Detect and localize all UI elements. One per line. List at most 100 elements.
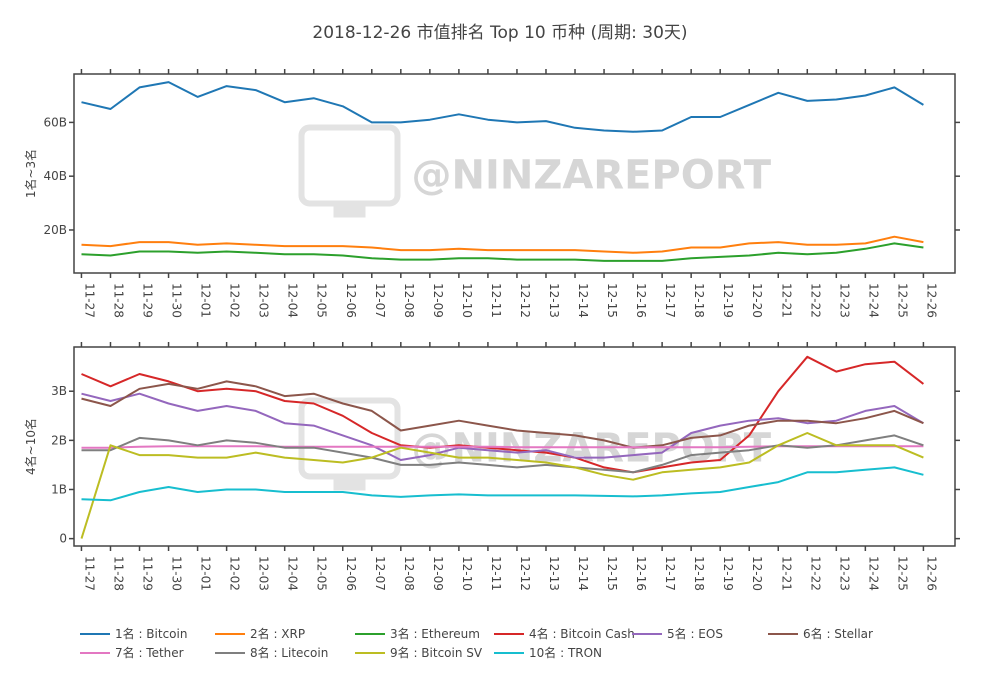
x-tick-label: 12-03 [257,283,271,318]
x-tick-label: 12-01 [199,556,213,591]
legend-label: 4名 : Bitcoin Cash [529,626,635,641]
x-tick-label: 12-07 [373,556,387,591]
x-tick-label: 12-10 [460,283,474,318]
x-tick-label: 11-29 [141,283,155,318]
x-tick-label: 11-30 [170,283,184,318]
x-tick-label: 12-26 [924,283,938,318]
legend-item-litecoin: 8名 : Litecoin [215,645,328,660]
x-tick-label: 12-14 [576,283,590,318]
x-tick-label: 12-02 [228,556,242,591]
x-tick-label: 12-17 [663,283,677,318]
y-axis-label: 1名~3名 [23,149,38,198]
series-line-eos [81,392,924,461]
x-tick-label: 12-09 [431,556,445,591]
x-tick-label: 12-09 [431,283,445,318]
legend-label: 1名 : Bitcoin [115,626,187,641]
legend-label: 7名 : Tether [115,645,184,660]
x-tick-label: 12-22 [808,556,822,591]
legend-item-tether: 7名 : Tether [80,645,184,660]
watermark-monitor-icon [298,124,401,207]
x-tick-label: 12-25 [895,556,909,591]
series-line-stellar [81,380,924,449]
y-tick-label: 2B [51,433,67,447]
x-tick-label: 12-12 [518,556,532,591]
legend-label: 5名 : EOS [667,626,723,641]
legend-label: 8名 : Litecoin [250,645,328,660]
legend-item-bitcoin: 1名 : Bitcoin [80,626,187,641]
x-tick-label: 12-14 [576,556,590,591]
x-tick-label: 12-15 [605,556,619,591]
x-tick-label: 12-20 [750,283,764,318]
x-tick-label: 12-22 [808,283,822,318]
x-tick-label: 12-26 [924,556,938,591]
x-tick-label: 12-16 [634,556,648,591]
x-tick-label: 12-18 [692,556,706,591]
series-line-litecoin [81,434,924,474]
y-tick-label: 60B [43,115,67,129]
x-tick-label: 12-07 [373,283,387,318]
legend-item-ethereum: 3名 : Ethereum [355,626,480,641]
x-tick-label: 12-08 [402,556,416,591]
x-tick-label: 12-16 [634,283,648,318]
legend-item-bitcoin-sv: 9名 : Bitcoin SV [355,645,483,660]
plot-frame [73,73,956,274]
x-tick-label: 11-27 [82,283,96,318]
x-tick-label: 11-29 [141,556,155,591]
x-tick-label: 12-18 [692,283,706,318]
x-tick-label: 12-24 [866,283,880,318]
x-tick-label: 12-23 [837,556,851,591]
x-tick-label: 12-20 [750,556,764,591]
x-tick-label: 12-25 [895,283,909,318]
x-tick-label: 12-23 [837,283,851,318]
legend-label: 3名 : Ethereum [390,626,480,641]
x-tick-label: 11-28 [111,283,125,318]
x-tick-label: 12-17 [663,556,677,591]
legend-item-eos: 5名 : EOS [632,626,723,641]
watermark-stand-icon [333,476,366,491]
x-tick-label: 12-15 [605,283,619,318]
x-tick-label: 12-19 [721,283,735,318]
x-tick-label: 12-10 [460,556,474,591]
x-tick-label: 12-13 [547,283,561,318]
watermark-group: @NINZAREPORT [298,124,772,218]
legend-item-stellar: 6名 : Stellar [768,626,873,641]
series-line-bitcoin-sv [80,432,924,539]
y-axis-label: 4名~10名 [23,418,38,475]
x-tick-label: 12-04 [286,556,300,591]
series-line-ethereum [81,242,924,262]
legend-label: 9名 : Bitcoin SV [390,645,483,660]
x-tick-label: 12-11 [489,283,503,318]
series-line-bitcoin [81,81,924,133]
legend-label: 6名 : Stellar [803,626,873,641]
x-tick-label: 12-04 [286,283,300,318]
series-line-xrp [81,235,924,254]
x-tick-label: 12-03 [257,556,271,591]
legend-item-xrp: 2名 : XRP [215,626,305,641]
x-tick-label: 12-13 [547,556,561,591]
legend-item-tron: 10名 : TRON [494,645,602,660]
legend-item-bitcoin-cash: 4名 : Bitcoin Cash [494,626,635,641]
y-tick-label: 1B [51,482,67,496]
x-tick-label: 12-24 [866,556,880,591]
x-tick-label: 12-01 [199,283,213,318]
legend-label: 2名 : XRP [250,626,305,641]
x-tick-label: 12-05 [315,556,329,591]
y-tick-label: 3B [51,384,67,398]
x-tick-label: 12-02 [228,283,242,318]
y-tick-label: 0 [59,532,67,546]
x-tick-label: 12-21 [779,283,793,318]
x-tick-label: 11-27 [82,556,96,591]
x-tick-label: 12-06 [344,556,358,591]
x-tick-label: 12-05 [315,283,329,318]
series-line-bitcoin-cash [81,355,925,474]
watermark-text: @NINZAREPORT [412,153,772,199]
x-tick-label: 12-12 [518,283,532,318]
watermark-stand-icon [333,203,366,218]
y-tick-label: 40B [43,169,67,183]
series-line-tron [81,466,924,502]
x-tick-label: 12-21 [779,556,793,591]
y-tick-label: 20B [43,223,67,237]
x-tick-label: 11-30 [170,556,184,591]
